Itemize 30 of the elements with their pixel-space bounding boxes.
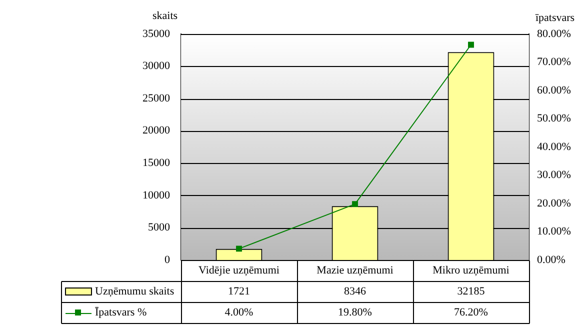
y-axis-title: skaits [152,10,178,22]
y2-tick-label: 40.00% [537,140,571,153]
data-label: 1721 [228,285,250,298]
y-tick-label: 15000 [142,157,170,170]
data-label: 8346 [344,285,366,298]
data-label: 76.20% [454,306,488,318]
y-tick-label: 30000 [142,60,170,72]
y-tick-label: 20000 [142,124,170,137]
y-tick-label: 10000 [142,189,170,202]
y2-tick-label: 50.00% [537,112,571,125]
legend-label: Īpatsvars % [95,306,147,318]
y2-axis-title: īpatsvars [534,12,575,24]
y-tick-label: 0 [164,254,170,266]
legend-label: Uzņēmumu skaits [95,285,174,298]
y-tick-label: 5000 [148,222,170,234]
y-tick-label: 35000 [142,28,170,40]
y2-tick-label: 20.00% [537,197,571,210]
y2-tick-label: 70.00% [537,56,571,68]
y2-tick-label: 0.00% [537,254,566,266]
y2-tick-label: 10.00% [537,226,571,238]
y-tick-label: 25000 [142,92,170,104]
y2-tick-label: 30.00% [537,169,571,182]
y2-tick-label: 80.00% [537,28,571,40]
x-tick-label: Vidējie uzņēmumi [198,264,280,276]
x-tick-label: Mikro uzņēmumi [432,264,510,276]
data-label: 19.80% [338,306,372,318]
y2-tick-label: 60.00% [537,84,571,96]
x-tick-label: Mazie uzņēmumi [316,264,394,276]
data-label: 4.00% [224,306,254,318]
data-label: 32185 [457,285,486,298]
